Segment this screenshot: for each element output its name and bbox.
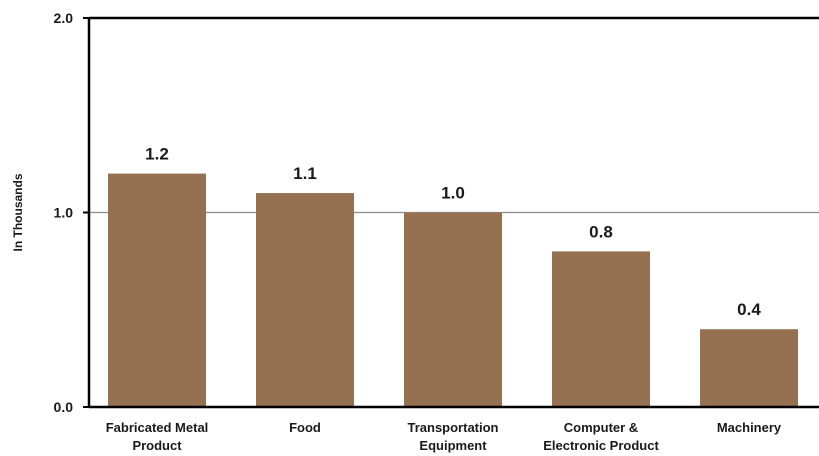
category-label: Transportation Equipment [407, 420, 498, 453]
bar-value-label: 0.4 [737, 300, 761, 319]
bar [256, 193, 354, 407]
data-labels: 1.2 1.1 1.0 0.8 0.4 [145, 145, 761, 320]
bar [108, 173, 206, 407]
category-label: Machinery [717, 420, 782, 435]
y-tick-label: 0.0 [54, 399, 74, 415]
y-tick-label: 1.0 [54, 205, 74, 221]
bar [404, 212, 502, 407]
y-tick-label: 2.0 [54, 10, 74, 26]
bar-value-label: 0.8 [589, 222, 613, 241]
y-axis-title: In Thousands [11, 173, 25, 251]
bars [108, 173, 798, 407]
bar [700, 329, 798, 407]
y-tick-labels: 0.0 1.0 2.0 [54, 10, 89, 415]
category-label: Computer & Electronic Product [543, 420, 659, 453]
category-labels: Fabricated Metal Product Food Transportatio… [106, 420, 782, 453]
bar [552, 251, 650, 407]
category-label: Food [289, 420, 321, 435]
bar-value-label: 1.0 [441, 184, 465, 203]
bar-value-label: 1.2 [145, 145, 169, 164]
category-label: Fabricated Metal Product [106, 420, 209, 453]
bar-value-label: 1.1 [293, 164, 317, 183]
